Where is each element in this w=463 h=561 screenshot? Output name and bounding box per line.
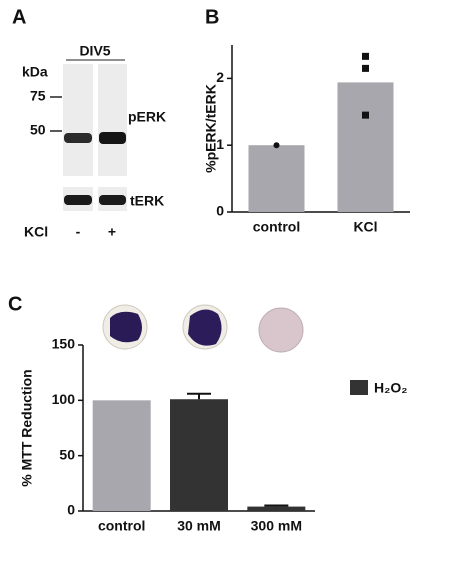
well (258, 307, 304, 353)
bar (337, 82, 394, 213)
lane (98, 64, 127, 176)
y-tick-label: 100 (52, 391, 76, 407)
y-axis-title: %pERK/tERK (203, 84, 219, 173)
panel-label: C (8, 293, 22, 315)
data-point (273, 142, 280, 149)
lane-label: - (76, 224, 81, 240)
band (64, 195, 92, 205)
y-tick-label: 150 (52, 336, 76, 352)
x-tick-label: control (253, 219, 300, 235)
panel-label: A (12, 6, 26, 28)
marker-label: 75 (30, 88, 46, 104)
bar (170, 399, 228, 511)
y-tick-label: 0 (67, 502, 75, 518)
treatment-label: KCl (24, 224, 48, 240)
x-tick-label: KCl (353, 219, 377, 235)
data-point (362, 111, 369, 119)
band (64, 133, 92, 143)
legend-swatch (350, 380, 368, 395)
error-bar (264, 504, 289, 507)
y-tick-label: 50 (59, 446, 75, 462)
well-stain (188, 309, 222, 346)
legend-label: H₂O₂ (374, 380, 407, 396)
well-stain (110, 311, 142, 343)
lane (63, 64, 93, 176)
unit-label: kDa (22, 64, 48, 80)
y-tick-label: 2 (216, 69, 224, 85)
bar (92, 400, 151, 511)
band (99, 132, 126, 144)
marker-label: 50 (30, 122, 46, 138)
blot-title: DIV5 (79, 43, 110, 59)
band (99, 195, 126, 205)
lane-label: + (108, 224, 116, 240)
y-tick-label: 1 (216, 136, 224, 152)
data-point (362, 64, 369, 72)
bar (248, 145, 305, 212)
panel-label: B (205, 6, 219, 28)
data-point (362, 52, 369, 60)
x-tick-label: 300 mM (251, 518, 302, 534)
y-axis-title: % MTT Reduction (19, 369, 35, 486)
well-images (102, 304, 304, 353)
band-label: pERK (128, 109, 166, 125)
band-label: tERK (130, 193, 164, 209)
blot: DIV5 kDa 75 50 pERK tERK KCl - + (22, 43, 166, 240)
x-tick-label: 30 mM (177, 518, 221, 534)
y-tick-label: 0 (216, 203, 224, 219)
error-bar (187, 392, 211, 400)
x-tick-label: control (98, 518, 145, 534)
bar (247, 506, 306, 511)
